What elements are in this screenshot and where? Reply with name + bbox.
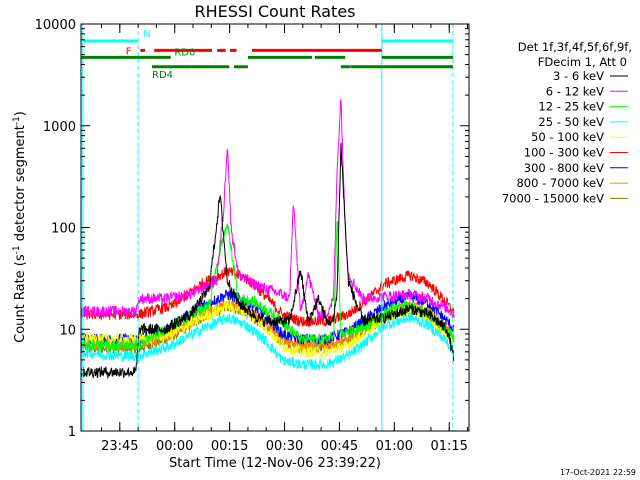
y-tick-label: 1 [68,425,76,440]
legend-header-1: Det 1f,3f,4f,5f,6f,9f, [518,40,632,54]
flag-bars: NF RD0 RD4 [81,29,453,81]
x-tick-label: 23:45 [101,439,138,454]
series-6-12-kev [81,98,455,320]
y-tick-label: 1000 [43,120,76,135]
chart-title: RHESSI Count Rates [195,2,356,21]
legend-item-100-300-kev: 100 - 300 keV [524,146,604,160]
series-3-6-kev [81,142,455,380]
series-100-300-kev [81,266,455,328]
flag-label-f: F [126,46,132,57]
footer-timestamp: 17-Oct-2021 22:59 [560,468,636,477]
x-tick-label: 01:00 [376,439,413,454]
y-axis-ticks: 1 10 100 1000 10000 [35,18,469,440]
legend-item-6-12-kev: 6 - 12 keV [546,84,604,98]
series-25-50-kev [81,312,455,372]
legend: Det 1f,3f,4f,5f,6f,9f, FDecim 1, Att 0 3… [502,40,632,205]
series-50-100-kev [81,299,454,359]
legend-item-12-25-kev: 12 - 25 keV [538,100,604,114]
y-tick-label: 10 [59,323,76,338]
x-tick-label: 00:45 [321,439,358,454]
y-tick-label: 10000 [35,18,76,33]
y-axis-label: Count Rate (s-1 detector segment-1) [12,111,28,343]
y-tick-label: 100 [51,222,76,237]
flag-label-n: N [143,29,150,40]
x-tick-label: 01:15 [430,439,467,454]
flag-label-rd0: RD0 [174,47,195,58]
legend-item-50-100-kev: 50 - 100 keV [531,130,604,144]
legend-header-2: FDecim 1, Att 0 [538,55,627,69]
x-tick-label: 00:30 [266,439,303,454]
legend-item-800-7000-kev: 800 - 7000 keV [516,176,604,190]
legend-item-25-50-kev: 25 - 50 keV [538,115,604,129]
legend-item-7000-15000-kev: 7000 - 15000 keV [502,191,604,205]
flag-label-rd4: RD4 [152,70,173,81]
x-axis-label: Start Time (12-Nov-06 23:39:22) [169,456,381,471]
legend-item-300-800-kev: 300 - 800 keV [524,161,604,175]
series-layer [81,98,455,380]
vertical-markers [82,24,454,431]
legend-item-3-6-kev: 3 - 6 keV [553,69,604,83]
x-tick-label: 00:15 [211,439,248,454]
x-axis-ticks: 23:45 00:00 00:15 00:30 00:45 01:00 01:15 [100,24,469,454]
x-tick-label: 00:00 [156,439,193,454]
